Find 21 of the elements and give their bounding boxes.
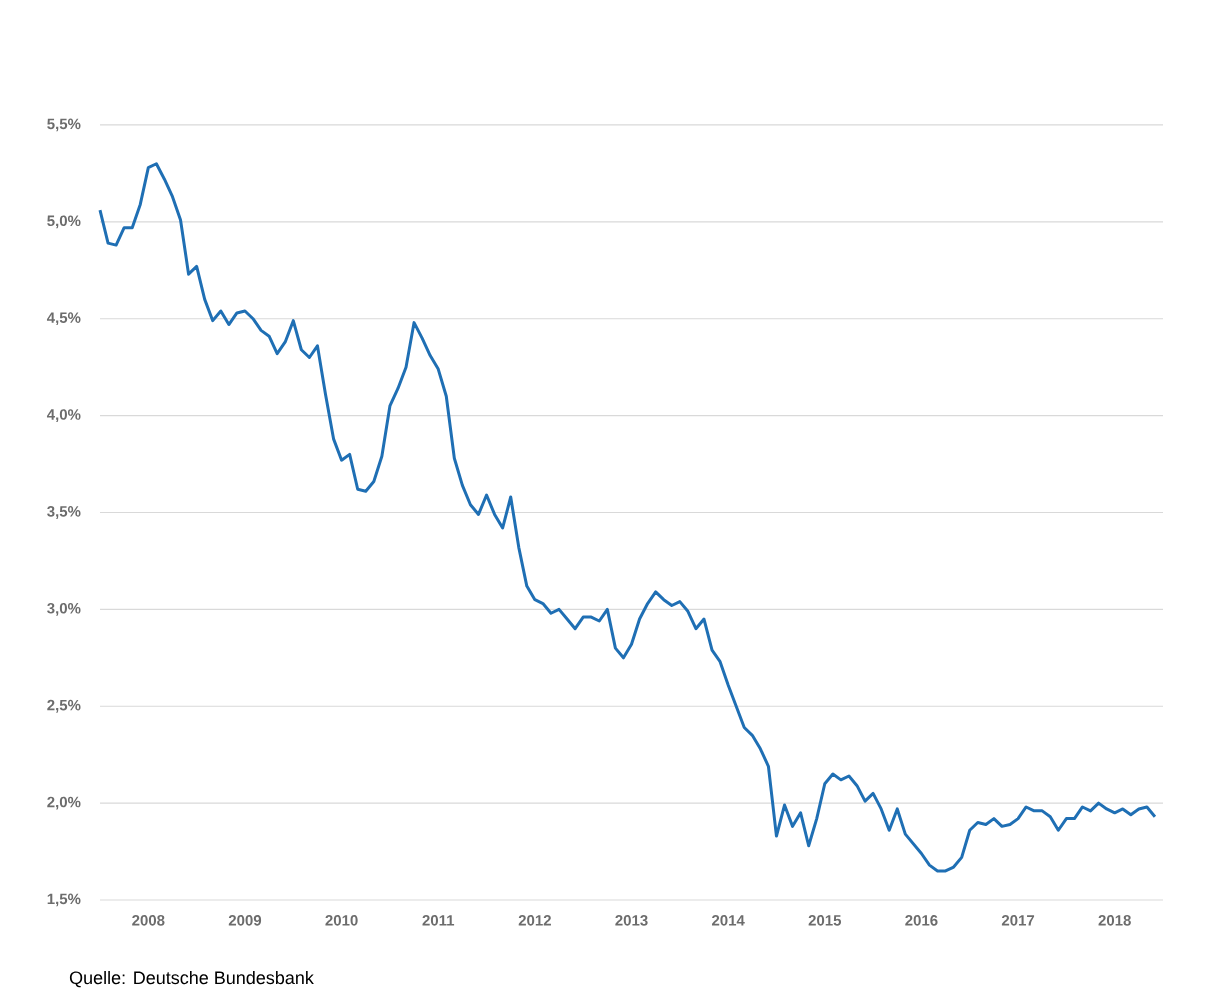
x-tick-label: 2013 [615,915,648,926]
y-tick-label: 2,5% [47,699,81,713]
x-tick-label: 2012 [518,915,551,926]
x-tick-label: 2014 [711,915,745,926]
x-tick-label: 2010 [325,915,358,926]
x-tick-label: 2009 [228,915,262,926]
y-tick-label: 1,5% [47,893,81,907]
x-tick-label: 2008 [132,915,165,926]
x-tick-label: 2018 [1098,915,1131,926]
y-tick-label: 4,0% [46,409,81,422]
y-tick-label: 5,0% [47,215,81,229]
x-tick-label: 2011 [422,915,455,926]
y-tick-label: 5,5% [47,118,81,132]
y-tick-label: 4,5% [46,312,81,326]
y-tick-label: 2,0% [47,796,81,810]
x-tick-label: 2017 [1001,915,1035,926]
source-note: Quelle: Deutsche Bundesbank [69,970,314,988]
y-tick-label: 3,5% [47,506,81,519]
x-tick-label: 2015 [808,915,842,926]
x-tick-label: 2016 [905,915,938,926]
y-tick-label: 3,0% [47,602,81,616]
